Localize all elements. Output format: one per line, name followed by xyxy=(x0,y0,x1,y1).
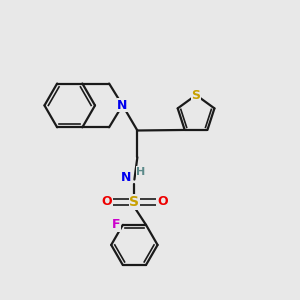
Text: S: S xyxy=(129,195,140,209)
Text: S: S xyxy=(192,88,201,101)
Text: F: F xyxy=(112,218,121,231)
Text: N: N xyxy=(117,99,128,112)
Text: O: O xyxy=(157,195,168,208)
Text: O: O xyxy=(101,195,112,208)
Text: N: N xyxy=(121,171,131,184)
Text: H: H xyxy=(136,167,146,177)
